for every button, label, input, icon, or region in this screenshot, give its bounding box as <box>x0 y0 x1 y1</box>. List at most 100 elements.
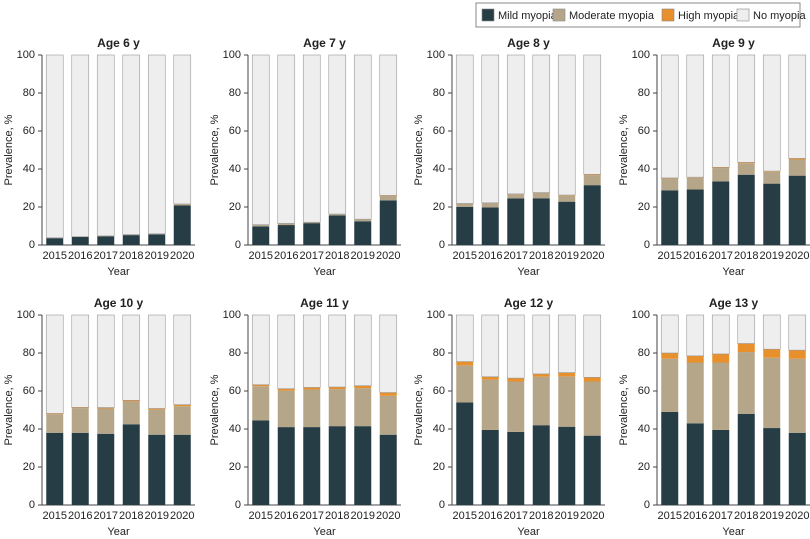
bar-segment <box>328 54 347 215</box>
bar-segment <box>328 387 346 390</box>
bar-segment <box>328 426 346 505</box>
bar-segment <box>71 432 89 505</box>
y-tick-label: 100 <box>17 309 35 321</box>
y-tick-label: 100 <box>632 309 650 321</box>
x-tick-label: 2016 <box>478 250 502 262</box>
bar-segment <box>763 171 781 172</box>
x-tick-label: 2018 <box>325 510 349 522</box>
bar-segment <box>71 314 90 408</box>
y-tick-label: 0 <box>644 239 650 251</box>
bar-segment <box>661 178 679 191</box>
x-tick-label: 2018 <box>734 510 758 522</box>
x-tick-label: 2018 <box>734 250 758 262</box>
y-tick-label: 80 <box>433 87 445 99</box>
y-axis-label: Prevalence, % <box>413 114 425 185</box>
y-tick-label: 80 <box>23 347 35 359</box>
bar-segment <box>686 355 704 363</box>
bar-segment <box>737 174 755 245</box>
bar-segment <box>277 390 295 428</box>
bar-segment <box>173 205 191 245</box>
bar-segment <box>122 235 140 245</box>
bar-segment <box>532 425 550 505</box>
bar-segment <box>71 407 89 409</box>
chart-title: Age 7 y <box>303 36 346 50</box>
x-tick-label: 2017 <box>300 250 324 262</box>
bar-segment <box>354 219 372 222</box>
bar-segment <box>558 195 576 202</box>
bar-segment <box>788 432 806 505</box>
x-tick-label: 2019 <box>555 510 579 522</box>
y-tick-label: 40 <box>638 423 650 435</box>
x-axis-label: Year <box>107 526 130 538</box>
x-tick-label: 2018 <box>119 250 143 262</box>
bar-segment <box>507 431 525 505</box>
bar-segment <box>122 314 141 401</box>
x-tick-label: 2015 <box>249 250 273 262</box>
bar-segment <box>303 389 321 428</box>
bar-segment <box>303 223 321 245</box>
bar-segment <box>147 314 166 409</box>
y-tick-label: 60 <box>229 385 241 397</box>
chart-title: Age 12 y <box>504 296 554 310</box>
x-axis-label: Year <box>517 526 540 538</box>
bar-segment <box>277 427 295 505</box>
y-tick-label: 0 <box>439 239 445 251</box>
bar-segment <box>456 402 474 505</box>
x-tick-label: 2019 <box>760 250 784 262</box>
legend-swatch <box>552 8 566 22</box>
bar-segment <box>97 433 115 505</box>
y-axis-label: Prevalence, % <box>413 374 425 445</box>
x-tick-label: 2019 <box>145 510 169 522</box>
bar-segment <box>302 54 321 223</box>
y-axis-label: Prevalence, % <box>618 114 630 185</box>
chart-title: Age 13 y <box>709 296 759 310</box>
bar-segment <box>481 203 499 208</box>
bar-segment <box>46 413 64 415</box>
bar-segment <box>96 54 115 237</box>
bar-segment <box>455 54 474 204</box>
x-tick-label: 2020 <box>785 250 809 262</box>
x-axis-label: Year <box>722 526 745 538</box>
bar-segment <box>481 376 499 380</box>
bar-segment <box>46 238 64 245</box>
bar-segment <box>507 198 525 245</box>
y-tick-label: 80 <box>23 87 35 99</box>
bar-segment <box>354 221 372 245</box>
bar-segment <box>788 358 806 433</box>
bar-segment <box>71 237 89 245</box>
bar-segment <box>252 384 270 387</box>
bar-segment <box>762 54 781 172</box>
x-axis-label: Year <box>722 266 745 278</box>
bar-segment <box>97 236 115 245</box>
y-tick-label: 80 <box>638 347 650 359</box>
bar-segment <box>583 174 601 176</box>
x-tick-label: 2015 <box>658 510 682 522</box>
bar-segment <box>558 426 576 505</box>
x-axis-label: Year <box>517 266 540 278</box>
bar-segment <box>251 314 270 386</box>
bar-segment <box>686 314 705 357</box>
y-tick-label: 60 <box>638 385 650 397</box>
bar-segment <box>557 54 576 196</box>
bar-segment <box>583 435 601 505</box>
legend-swatch <box>736 8 750 22</box>
x-tick-label: 2019 <box>760 510 784 522</box>
y-tick-label: 20 <box>433 201 445 213</box>
bar-segment <box>379 195 397 201</box>
bar-segment <box>455 314 474 362</box>
y-tick-label: 40 <box>433 163 445 175</box>
y-axis-label: Prevalence, % <box>209 114 221 185</box>
y-tick-label: 60 <box>433 125 445 137</box>
bar-segment <box>354 388 372 427</box>
x-axis-label: Year <box>313 266 336 278</box>
bar-segment <box>251 54 270 225</box>
bar-segment <box>686 189 704 245</box>
legend-label: No myopia <box>753 10 806 22</box>
bar-segment <box>481 207 499 245</box>
bar-segment <box>354 385 372 389</box>
bar-segment <box>532 198 550 245</box>
bar-segment <box>737 54 756 163</box>
x-tick-label: 2020 <box>376 510 400 522</box>
bar-segment <box>583 314 602 378</box>
bar-segment <box>788 54 807 159</box>
